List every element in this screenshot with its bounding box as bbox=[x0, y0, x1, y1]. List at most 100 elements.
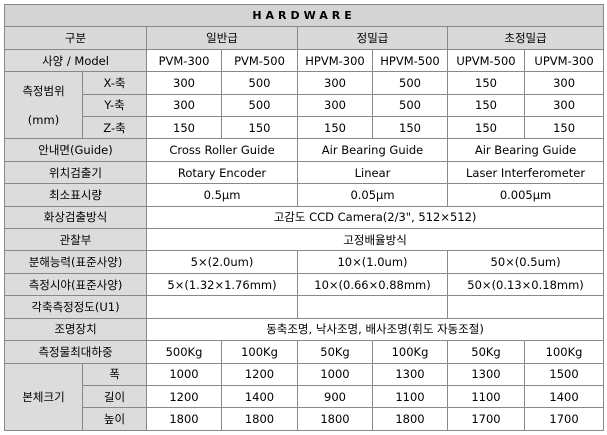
empty-cell bbox=[446, 295, 605, 319]
range-unit: (mm) bbox=[27, 113, 60, 128]
value-cell: 100Kg bbox=[523, 340, 605, 364]
value-cell: 150 bbox=[447, 71, 525, 95]
value-cell: Air Bearing Guide bbox=[297, 138, 448, 162]
value-cell: 1300 bbox=[372, 362, 448, 386]
value-cell: 500 bbox=[221, 71, 298, 95]
value-cell: 500 bbox=[221, 93, 298, 118]
value-cell: 1200 bbox=[146, 384, 222, 409]
value-cell: 1500 bbox=[523, 362, 605, 386]
value-cell: 1800 bbox=[221, 407, 298, 431]
row-label-observation: 관찰부 bbox=[4, 228, 147, 252]
value-cell: 150 bbox=[447, 116, 525, 140]
row-label-guide: 안내면(Guide) bbox=[4, 138, 147, 162]
value-cell: 고감도 CCD Camera(2/3", 512×512) bbox=[145, 205, 605, 230]
row-label-model: 사양 / Model bbox=[4, 48, 147, 73]
value-cell: 500Kg bbox=[146, 340, 222, 364]
row-label-image-detect: 화상검출방식 bbox=[4, 205, 147, 230]
value-cell: 50Kg bbox=[447, 340, 525, 364]
row-label-accuracy: 각축측정정도(U1) bbox=[4, 295, 147, 319]
value-cell: 1000 bbox=[297, 362, 373, 386]
empty-cell bbox=[146, 295, 298, 319]
value-cell: 300 bbox=[146, 71, 222, 95]
row-label-min-display: 최소표시량 bbox=[4, 183, 147, 207]
header-category: 구분 bbox=[4, 26, 147, 50]
value-cell: 1700 bbox=[447, 407, 525, 431]
value-cell: 300 bbox=[297, 71, 373, 95]
value-cell: 1000 bbox=[146, 362, 222, 386]
value-cell: 300 bbox=[523, 93, 605, 118]
dim-label-depth: 길이 bbox=[82, 384, 147, 409]
value-cell: 500 bbox=[372, 71, 448, 95]
value-cell: 150 bbox=[221, 116, 298, 140]
value-cell: 100Kg bbox=[372, 340, 448, 364]
table-row: 측정시야(표준사양) 5×(1.32×1.76mm) 10×(0.66×0.88… bbox=[4, 272, 605, 297]
value-cell: 300 bbox=[523, 71, 605, 95]
header-precision: 정밀급 bbox=[297, 26, 448, 50]
row-label-position: 위치검출기 bbox=[4, 160, 147, 185]
value-cell: 10×(1.0um) bbox=[297, 250, 448, 274]
table-title: HARDWARE bbox=[3, 3, 605, 28]
value-cell: Air Bearing Guide bbox=[446, 138, 605, 162]
dim-label-width: 폭 bbox=[82, 362, 147, 386]
value-cell: 150 bbox=[146, 116, 222, 140]
value-cell: 150 bbox=[447, 93, 525, 118]
table-row: 본체크기 폭 1000 1200 1000 1300 1300 1500 bbox=[4, 362, 605, 431]
value-cell: 5×(2.0um) bbox=[146, 250, 298, 274]
value-cell: Rotary Encoder bbox=[146, 160, 298, 185]
value-cell: 100Kg bbox=[221, 340, 298, 364]
model-cell: HPVM-500 bbox=[372, 48, 448, 73]
model-cell: PVM-500 bbox=[221, 48, 298, 73]
value-cell: 0.05μm bbox=[297, 183, 448, 207]
value-cell: 50×(0.13×0.18mm) bbox=[446, 272, 605, 297]
value-cell: 300 bbox=[146, 93, 222, 118]
axis-label-z: Z-축 bbox=[82, 116, 147, 140]
row-label-max-load: 측정물최대하중 bbox=[4, 340, 147, 364]
row-label-resolution: 분해능력(표준사양) bbox=[4, 250, 147, 274]
table-row: 측정물최대하중 500Kg 100Kg 50Kg 100Kg 50Kg 100K… bbox=[4, 340, 605, 364]
value-cell: 300 bbox=[297, 93, 373, 118]
table-row: 관찰부 고정배율방식 bbox=[4, 228, 605, 252]
header-ultra: 초정밀급 bbox=[446, 26, 605, 50]
table-row: 최소표시량 0.5μm 0.05μm 0.005μm bbox=[4, 183, 605, 207]
table-row: 각축측정정도(U1) bbox=[4, 295, 605, 319]
value-cell: 1400 bbox=[221, 384, 298, 409]
value-cell: 0.005μm bbox=[446, 183, 605, 207]
value-cell: 1100 bbox=[372, 384, 448, 409]
row-label-body-size: 본체크기 bbox=[4, 362, 83, 431]
table-row: 측정범위 (mm) X-축 300 500 300 500 150 300 bbox=[4, 71, 605, 140]
value-cell: 1700 bbox=[523, 407, 605, 431]
value-cell: 1800 bbox=[372, 407, 448, 431]
model-cell: PVM-300 bbox=[146, 48, 222, 73]
value-cell: 900 bbox=[297, 384, 373, 409]
value-cell: Cross Roller Guide bbox=[146, 138, 298, 162]
value-cell: 500 bbox=[372, 93, 448, 118]
table-row: 화상검출방식 고감도 CCD Camera(2/3", 512×512) bbox=[4, 205, 605, 230]
table-row: Z-축 150 150 150 150 150 150 bbox=[5, 116, 605, 140]
value-cell: 고정배율방식 bbox=[145, 228, 605, 252]
empty-cell bbox=[297, 295, 448, 319]
model-cell: UPVM-300 bbox=[523, 48, 605, 73]
axis-label-x: X-축 bbox=[82, 71, 147, 95]
table-row: 분해능력(표준사양) 5×(2.0um) 10×(1.0um) 50×(0.5u… bbox=[4, 250, 605, 274]
value-cell: 1800 bbox=[146, 407, 222, 431]
table-row: 사양 / Model PVM-300 PVM-500 HPVM-300 HPVM… bbox=[4, 48, 605, 73]
range-label: 측정범위 bbox=[22, 84, 65, 99]
axis-label-y: Y-축 bbox=[82, 93, 147, 118]
value-cell: 10×(0.66×0.88mm) bbox=[297, 272, 448, 297]
dim-label-height: 높이 bbox=[82, 407, 147, 431]
value-cell: 1300 bbox=[447, 362, 525, 386]
hardware-spec-table: HARDWARE 구분 일반급 정밀급 초정밀급 사양 / Model PVM-… bbox=[3, 3, 605, 431]
value-cell: 150 bbox=[372, 116, 448, 140]
header-general: 일반급 bbox=[146, 26, 298, 50]
table-row: 안내면(Guide) Cross Roller Guide Air Bearin… bbox=[4, 138, 605, 162]
table-row: 길이 1200 1400 900 1100 1100 1400 bbox=[5, 384, 605, 409]
value-cell: Laser Interferometer bbox=[446, 160, 605, 185]
value-cell: 5×(1.32×1.76mm) bbox=[146, 272, 298, 297]
value-cell: 50×(0.5um) bbox=[446, 250, 605, 274]
value-cell: Linear bbox=[297, 160, 448, 185]
value-cell: 150 bbox=[297, 116, 373, 140]
row-label-lighting: 조명장치 bbox=[4, 317, 147, 342]
value-cell: 1800 bbox=[297, 407, 373, 431]
table-row: 위치검출기 Rotary Encoder Linear Laser Interf… bbox=[4, 160, 605, 185]
row-label-field-of-view: 측정시야(표준사양) bbox=[4, 272, 147, 297]
